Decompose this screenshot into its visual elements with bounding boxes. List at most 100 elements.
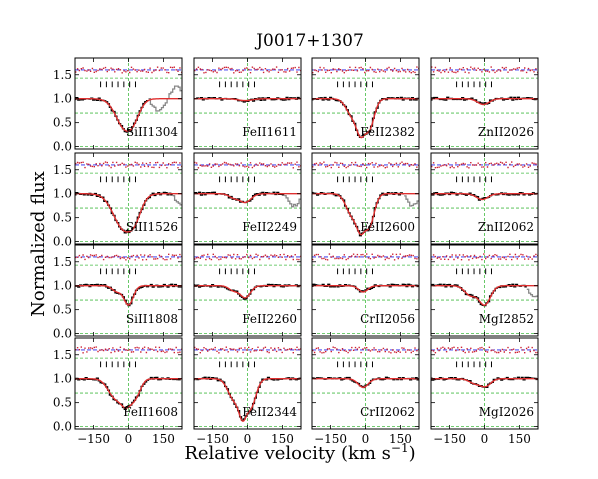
panel-plot-area	[431, 153, 538, 244]
panel-feii2600: FeII2600	[311, 152, 420, 245]
voigt-model-fit	[194, 285, 301, 299]
residual-points	[75, 66, 182, 74]
panel-znii2026: ZnII2026	[430, 57, 539, 150]
voigt-model-fit	[431, 193, 538, 201]
residual-points	[312, 66, 419, 74]
panel-feii1611: FeII1611	[193, 57, 302, 150]
panel-plot-area	[312, 153, 419, 244]
transition-label: SiII1526	[126, 220, 178, 234]
chart-title: J0017+1307	[254, 31, 364, 51]
panel-plot-area	[431, 58, 538, 149]
panel-siii1526: 0.0 0.5 1.0 1.5 SiII1526	[53, 152, 183, 249]
voigt-model-fit	[431, 378, 538, 388]
voigt-model-fit	[75, 378, 182, 409]
x-axis-label-main: Relative velocity (km s	[184, 443, 391, 464]
masked-spectrum	[284, 194, 301, 208]
panel-znii2062: ZnII2062	[430, 152, 539, 245]
panel-plot-area	[194, 153, 301, 244]
voigt-model-fit	[75, 285, 182, 306]
voigt-model-fit	[75, 98, 182, 132]
panel-plot-area	[431, 338, 538, 429]
panel-feii1608: 0.0 0.5 1.0 1.5 −150 0 150 FeII1608	[53, 337, 183, 446]
x-tick-label: 0	[362, 432, 370, 446]
panel-mgi2852: MgI2852	[430, 244, 539, 337]
y-tick-label: 1.5	[53, 68, 72, 82]
x-tick-label: −150	[196, 432, 229, 446]
voigt-model-fit	[431, 98, 538, 106]
x-axis-label-close: )	[409, 443, 416, 464]
x-tick-label: 150	[508, 432, 531, 446]
panel-feii2260: FeII2260	[193, 244, 302, 337]
residual-points	[312, 346, 419, 354]
transition-label: CrII2062	[360, 405, 415, 419]
x-tick-label: 0	[125, 432, 133, 446]
residual-points	[431, 346, 538, 354]
panel-plot-area	[194, 58, 301, 149]
y-tick-label: 1.5	[53, 163, 72, 177]
y-tick-label: 1.5	[53, 348, 72, 362]
panel-mgi2026: −150 0 150 MgI2026	[430, 337, 539, 446]
transition-label: FeII2260	[242, 312, 297, 326]
transition-label: ZnII2026	[478, 125, 534, 139]
residual-points	[194, 253, 301, 261]
y-tick-label: 1.0	[53, 92, 72, 106]
observed-spectrum	[194, 283, 301, 300]
panel-crii2062: −150 0 150 CrII2062	[311, 337, 420, 446]
x-axis-label: Relative velocity (km s−1)	[184, 441, 415, 464]
residual-points	[431, 253, 538, 261]
transition-label: FeII2382	[360, 125, 415, 139]
masked-spectrum	[526, 288, 538, 298]
x-tick-label: 150	[271, 432, 294, 446]
voigt-model-fit	[312, 193, 419, 236]
y-tick-label: 1.5	[53, 255, 72, 269]
y-tick-label: 0.0	[53, 420, 72, 434]
voigt-model-fit	[312, 378, 419, 388]
residual-points	[431, 161, 538, 169]
panel-plot-area	[75, 58, 182, 149]
panel-plot-area	[75, 338, 182, 429]
panel-plot-area	[312, 338, 419, 429]
y-tick-label: 0.5	[53, 211, 72, 225]
y-tick-label: 1.0	[53, 372, 72, 386]
x-tick-label: −150	[433, 432, 466, 446]
residual-points	[75, 253, 182, 261]
residual-points	[75, 161, 182, 169]
panel-plot-area	[75, 245, 182, 336]
x-tick-label: 0	[244, 432, 252, 446]
transition-label: CrII2056	[360, 312, 415, 326]
panel-plot-area	[194, 338, 301, 429]
panel-grid: 0.0 0.5 1.0 1.5 SiII1304 FeII1611 FeII2382 ZnII…	[53, 57, 539, 446]
y-axis-label: Normalized flux	[28, 171, 49, 317]
x-tick-label: −150	[77, 432, 110, 446]
y-tick-label: 0.0	[53, 140, 72, 154]
voigt-model-fit	[431, 285, 538, 306]
x-axis-label-unit-exponent: −1	[391, 441, 409, 455]
transition-label: FeII1608	[123, 405, 178, 419]
voigt-model-fit	[194, 193, 301, 204]
voigt-model-fit	[312, 98, 419, 139]
residual-points	[312, 161, 419, 169]
masked-spectrum	[148, 85, 182, 112]
panel-feii2382: FeII2382	[311, 57, 420, 150]
y-tick-label: 1.0	[53, 279, 72, 293]
residual-points	[312, 253, 419, 261]
panel-plot-area	[194, 245, 301, 336]
y-tick-label: 0.0	[53, 327, 72, 341]
panel-siii1808: 0.0 0.5 1.0 1.5 SiII1808	[53, 244, 183, 341]
panel-plot-area	[312, 245, 419, 336]
voigt-model-fit	[194, 98, 301, 102]
residual-points	[194, 66, 301, 74]
masked-spectrum	[404, 195, 419, 207]
panel-siii1304: 0.0 0.5 1.0 1.5 SiII1304	[53, 57, 183, 154]
x-tick-label: −150	[314, 432, 347, 446]
y-tick-label: 0.5	[53, 116, 72, 130]
residual-points	[194, 346, 301, 354]
x-tick-label: 150	[152, 432, 175, 446]
voigt-model-fit	[194, 378, 301, 422]
x-tick-label: 150	[389, 432, 412, 446]
transition-label: MgI2852	[479, 312, 534, 326]
transition-label: SiII1304	[126, 125, 178, 139]
panel-feii2344: −150 0 150 FeII2344	[193, 337, 302, 446]
y-tick-label: 0.0	[53, 235, 72, 249]
